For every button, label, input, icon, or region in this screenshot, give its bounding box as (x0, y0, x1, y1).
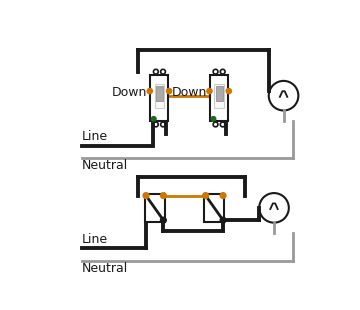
Circle shape (226, 88, 231, 94)
Circle shape (203, 193, 208, 198)
Text: Down: Down (172, 86, 207, 99)
Circle shape (166, 88, 172, 94)
Bar (156, 86, 163, 101)
Text: Down: Down (112, 86, 148, 99)
Circle shape (143, 193, 149, 198)
Bar (214, 84, 224, 108)
Circle shape (211, 117, 216, 121)
Circle shape (161, 217, 166, 223)
Text: Line: Line (82, 233, 108, 246)
Circle shape (147, 88, 152, 94)
Bar (204, 194, 225, 222)
Bar (144, 194, 165, 222)
Circle shape (151, 117, 156, 121)
Bar (210, 75, 228, 121)
Circle shape (207, 88, 212, 94)
Text: Neutral: Neutral (82, 159, 128, 172)
Bar (150, 75, 168, 121)
Circle shape (161, 193, 166, 198)
Bar (216, 86, 222, 101)
Text: Neutral: Neutral (82, 262, 128, 275)
Bar (154, 84, 165, 108)
Circle shape (220, 193, 226, 198)
Circle shape (220, 217, 226, 223)
Text: Line: Line (82, 131, 108, 144)
